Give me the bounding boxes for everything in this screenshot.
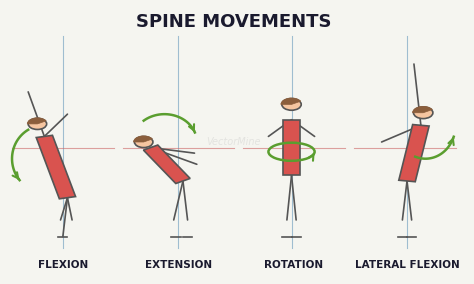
Circle shape	[413, 107, 433, 119]
Text: LATERAL FLEXION: LATERAL FLEXION	[355, 260, 459, 270]
Circle shape	[28, 118, 46, 130]
Text: ROTATION: ROTATION	[264, 260, 323, 270]
Text: FLEXION: FLEXION	[38, 260, 88, 270]
Text: VectorMine: VectorMine	[207, 137, 261, 147]
Wedge shape	[27, 118, 46, 124]
Polygon shape	[144, 145, 190, 183]
Circle shape	[135, 136, 153, 148]
Wedge shape	[281, 98, 301, 105]
Polygon shape	[36, 135, 75, 199]
Polygon shape	[283, 120, 300, 176]
Wedge shape	[134, 136, 153, 142]
Wedge shape	[412, 106, 432, 113]
Text: EXTENSION: EXTENSION	[145, 260, 212, 270]
Text: SPINE MOVEMENTS: SPINE MOVEMENTS	[136, 13, 331, 31]
Circle shape	[282, 99, 301, 110]
Polygon shape	[399, 125, 429, 182]
